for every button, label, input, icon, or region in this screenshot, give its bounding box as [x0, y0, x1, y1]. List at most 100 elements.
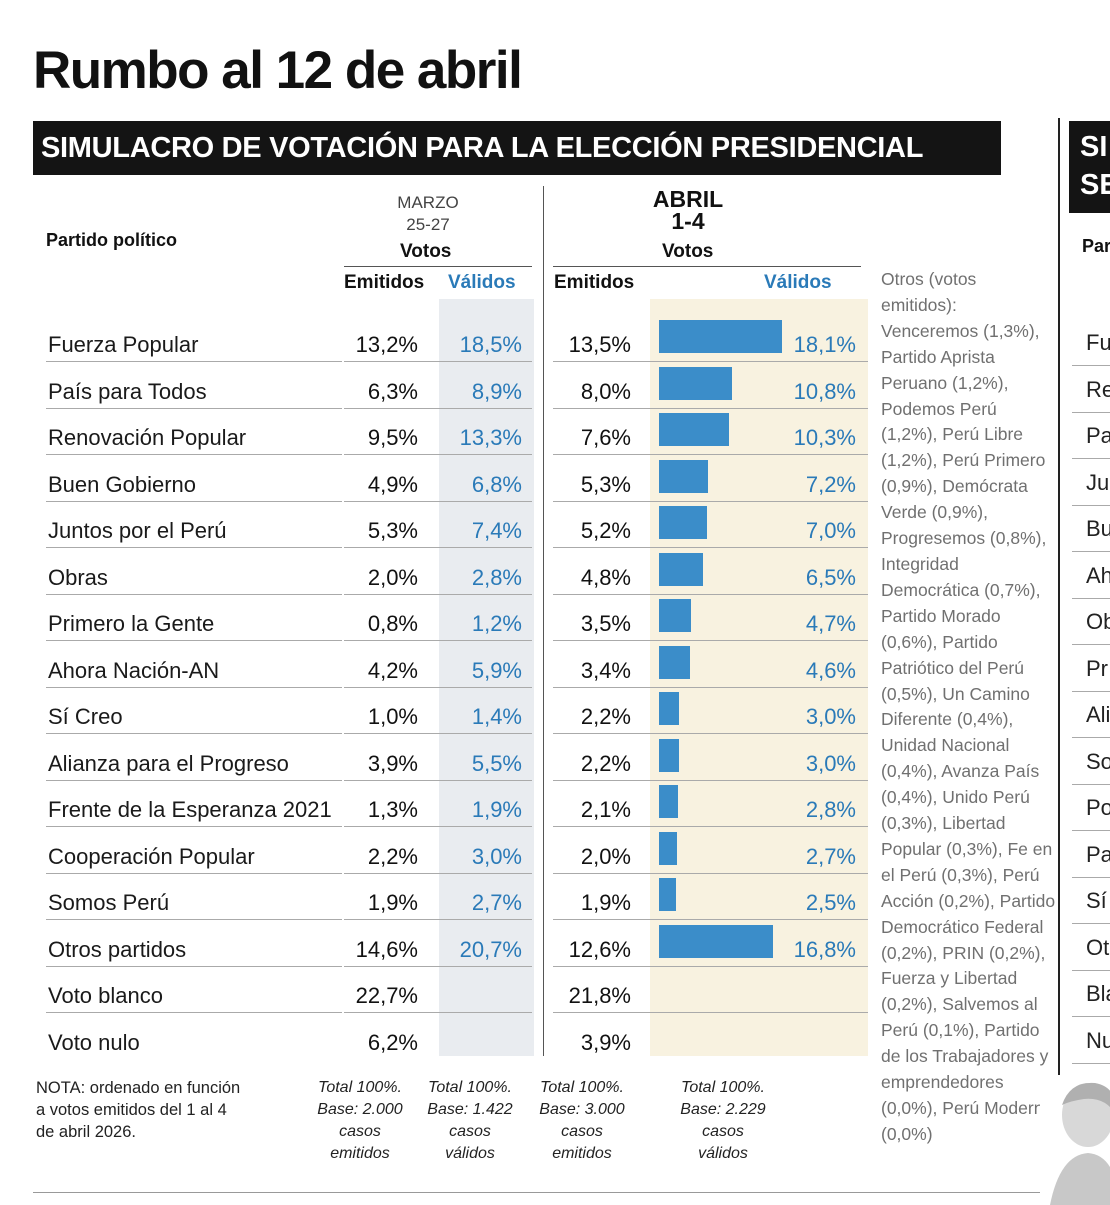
april-valid-bar: [659, 878, 676, 911]
april-valid-header: Válidos: [764, 272, 832, 293]
portrait-photo: [1040, 1075, 1110, 1205]
march-valid-value: 8,9%: [471, 378, 522, 404]
base-april-emitted: Total 100%. Base: 3.000 casos emitidos: [539, 1079, 625, 1162]
april-valid-value: 7,2%: [805, 471, 856, 497]
right-panel-item: Po: [1086, 795, 1110, 820]
march-valid-value: 2,8%: [471, 564, 522, 590]
row-divider: [46, 500, 342, 502]
right-panel-item: Pa: [1086, 423, 1110, 448]
april-valid-bar: [659, 552, 704, 586]
march-emitted-value: 5,3%: [367, 518, 418, 543]
table-row: Somos Perú 1,9% 2,7% 1,9% 2,5%: [0, 878, 1110, 926]
table-row: Ahora Nación-AN 4,2% 5,9% 3,4% 4,6%: [0, 645, 1110, 694]
row-divider: [46, 686, 342, 688]
april-valid-value: 2,7%: [805, 843, 856, 869]
right-panel-divider: [1072, 737, 1110, 738]
row-divider: [46, 919, 342, 920]
march-valid-shade: [439, 299, 534, 1056]
section-banner: SIMULACRO DE VOTACIÓN PARA LA ELECCIÓN P…: [33, 121, 1001, 175]
row-divider: [650, 733, 868, 734]
right-panel-divider: [1072, 690, 1110, 692]
row-divider: [46, 361, 342, 362]
party-name: Buen Gobierno: [48, 471, 196, 497]
right-panel-divider: [1072, 458, 1110, 459]
table-row: Fuerza Popular 13,2% 18,5% 13,5% 18,1%: [0, 320, 1110, 368]
row-divider: [46, 826, 342, 827]
nota-line-1: NOTA: ordenado en función: [36, 1079, 241, 1097]
row-divider: [553, 686, 650, 688]
march-emitted-value: 0,8%: [367, 611, 418, 636]
row-divider: [553, 1012, 650, 1013]
row-divider: [553, 872, 650, 874]
right-panel-divider: [1072, 1016, 1110, 1017]
row-divider: [553, 454, 650, 455]
april-valid-bar: [659, 645, 691, 679]
base-march-valid: Total 100%. Base: 1.422 casos válidos: [427, 1079, 513, 1162]
right-panel-divider: [1072, 411, 1110, 413]
right-panel-divider: [1072, 365, 1110, 366]
april-votes-label: Votos: [662, 241, 714, 262]
row-divider: [650, 1012, 868, 1013]
march-valid-value: 5,5%: [471, 750, 522, 776]
row-divider: [553, 919, 650, 920]
row-divider: [344, 361, 532, 362]
row-divider: [344, 872, 532, 874]
row-divider: [344, 454, 532, 455]
april-valid-bar: [659, 413, 729, 446]
table-row: País para Todos 6,3% 8,9% 8,0% 10,8%: [0, 366, 1110, 415]
right-panel-divider: [1072, 551, 1110, 552]
april-valid-value: 10,3%: [793, 425, 856, 450]
april-emitted-value: 7,6%: [580, 425, 631, 450]
march-valid-value: 1,9%: [471, 797, 522, 822]
table-row: Otros partidos 14,6% 20,7% 12,6% 16,8%: [0, 924, 1110, 973]
april-valid-bar: [659, 366, 733, 400]
april-emitted-value: 5,3%: [580, 471, 631, 497]
row-divider: [650, 547, 868, 548]
row-divider: [344, 733, 532, 734]
march-emitted-value: 6,3%: [367, 378, 418, 404]
april-valid-bar: [659, 785, 679, 818]
right-panel-divider: [1072, 644, 1110, 645]
march-votes-underline: [344, 266, 532, 267]
party-name: País para Todos: [48, 378, 207, 404]
march-emitted-value: 4,2%: [367, 657, 418, 683]
april-valid-value: 4,6%: [805, 657, 856, 683]
march-emitted-value: 4,9%: [367, 471, 418, 497]
table-row: Juntos por el Perú 5,3% 7,4% 5,2% 7,0%: [0, 506, 1110, 554]
table-row: Voto blanco 22,7% 21,8%: [0, 973, 1110, 1019]
right-panel-divider: [1072, 597, 1110, 599]
right-panel-item: Bla: [1086, 981, 1110, 1006]
march-emitted-value: 9,5%: [367, 425, 418, 450]
row-divider: [344, 919, 532, 920]
party-name: Sí Creo: [48, 704, 123, 729]
march-valid-value: [424, 1020, 522, 1066]
march-emitted-value: 2,2%: [367, 843, 418, 869]
row-divider: [553, 547, 650, 548]
april-valid-bar: [659, 506, 707, 539]
march-valid-value: 2,7%: [471, 890, 522, 915]
row-divider: [46, 640, 342, 641]
row-divider: [553, 407, 650, 409]
right-panel-header: Par: [1082, 236, 1110, 256]
march-emitted-value: 6,2%: [367, 1029, 418, 1055]
right-panel-item: Ah: [1086, 562, 1110, 588]
row-divider: [46, 965, 342, 967]
april-valid-value: 2,5%: [805, 890, 856, 915]
april-emitted-value: 2,0%: [580, 843, 631, 869]
table-row: Sí Creo 1,0% 1,4% 2,2% 3,0%: [0, 692, 1110, 740]
april-emitted-value: 4,8%: [580, 564, 631, 590]
april-valid-value: 7,0%: [805, 518, 856, 543]
april-valid-value: [758, 1020, 856, 1066]
row-divider: [553, 593, 650, 595]
party-name: Frente de la Esperanza 2021: [48, 797, 332, 822]
row-divider: [553, 733, 650, 734]
right-panel-item: Re: [1086, 376, 1110, 402]
right-panel-item: So: [1086, 748, 1110, 774]
row-divider: [553, 965, 650, 967]
row-divider: [344, 686, 532, 688]
row-divider: [344, 965, 532, 967]
march-valid-value: 13,3%: [459, 425, 522, 450]
march-emitted-value: 13,2%: [355, 332, 418, 357]
row-divider: [344, 826, 532, 827]
april-emitted-value: 2,2%: [580, 704, 631, 729]
